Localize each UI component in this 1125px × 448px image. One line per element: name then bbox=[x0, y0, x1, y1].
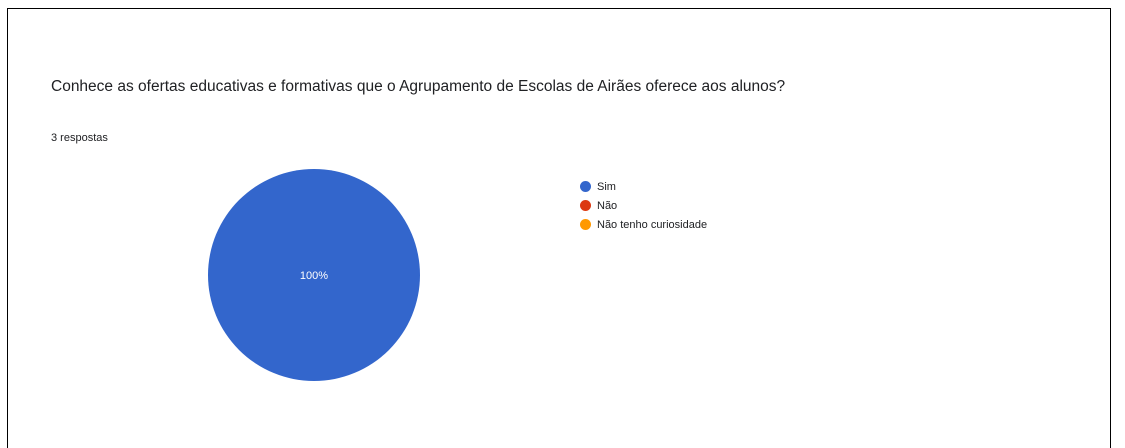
legend-label: Não bbox=[597, 199, 618, 212]
legend-label: Sim bbox=[597, 180, 616, 193]
response-count: 3 respostas bbox=[51, 132, 108, 144]
legend-label: Não tenho curiosidade bbox=[597, 218, 708, 231]
pie-slice-sim bbox=[208, 169, 420, 381]
legend-item: Sim bbox=[580, 177, 707, 196]
question-title: Conhece as ofertas educativas e formativ… bbox=[51, 78, 786, 95]
pie-slice-label: 100% bbox=[300, 270, 328, 282]
legend-swatch bbox=[580, 219, 591, 230]
legend-swatch bbox=[580, 181, 591, 192]
legend-item: Não tenho curiosidade bbox=[580, 215, 707, 234]
legend-item: Não bbox=[580, 196, 707, 215]
legend-swatch bbox=[580, 200, 591, 211]
pie-chart: 100% bbox=[208, 169, 420, 381]
form-response-card: Conhece as ofertas educativas e formativ… bbox=[7, 8, 1111, 448]
pie-slices bbox=[208, 169, 420, 381]
chart-legend: Sim Não Não tenho curiosidade bbox=[580, 177, 707, 234]
pie-labels: 100% bbox=[300, 270, 328, 282]
